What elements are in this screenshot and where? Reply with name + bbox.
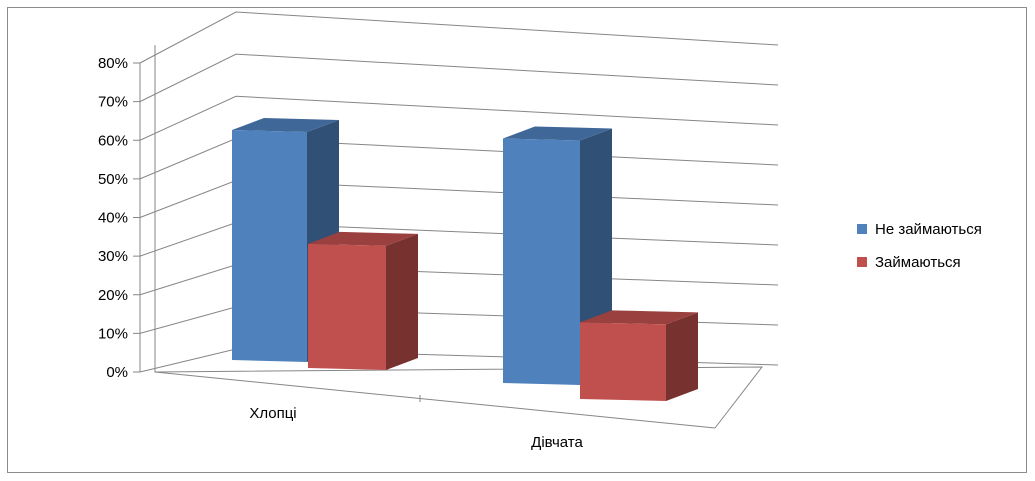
- y-tick-label: 70%: [98, 94, 128, 111]
- bar-0-1: [308, 231, 418, 370]
- bar-side: [386, 233, 418, 370]
- bar-top: [503, 126, 612, 141]
- x-category-label: Дівчата: [531, 434, 583, 451]
- x-axis-category-labels: Хлопці Дівчата: [249, 405, 583, 451]
- y-tick-label: 10%: [98, 325, 128, 342]
- y-tick-label: 50%: [98, 171, 128, 188]
- bar-top: [580, 310, 698, 325]
- bar-top: [308, 231, 418, 246]
- y-tick-label: 80%: [98, 55, 128, 72]
- gridline: [139, 11, 779, 64]
- legend-swatch: [857, 224, 867, 234]
- y-tick-label: 0%: [106, 364, 128, 381]
- gridline: [139, 95, 779, 141]
- bar-front: [232, 130, 307, 362]
- legend-swatch: [857, 257, 867, 267]
- y-tick-label: 20%: [98, 287, 128, 304]
- bar-1-1: [580, 310, 698, 401]
- y-tick-label: 30%: [98, 248, 128, 265]
- bar-front: [580, 322, 666, 401]
- y-tick-label: 40%: [98, 210, 128, 227]
- x-category-label: Хлопці: [249, 405, 296, 422]
- y-axis-tick-labels: 0% 10% 20% 30% 40% 50% 60% 70% 80%: [98, 55, 128, 381]
- bar-front: [308, 243, 386, 370]
- legend-label: Займаються: [875, 254, 961, 271]
- bar-top: [232, 118, 339, 133]
- legend: Не займаються Займаються: [857, 221, 982, 271]
- bar-front: [503, 138, 580, 385]
- bar-side: [666, 312, 698, 401]
- x-axis-line: [154, 371, 716, 429]
- legend-label: Не займаються: [875, 221, 982, 238]
- y-tick-label: 60%: [98, 132, 128, 149]
- gridline: [139, 53, 779, 103]
- bars: [232, 118, 698, 401]
- floor-outline: [154, 45, 764, 429]
